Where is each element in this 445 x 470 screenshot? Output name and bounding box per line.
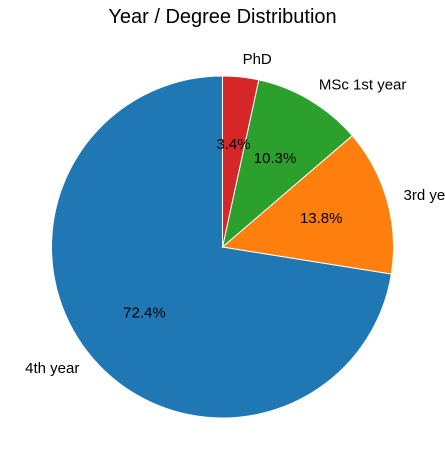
slice-label-msc-1st-year: MSc 1st year — [319, 76, 407, 93]
slice-percent-3rd-year: 13.8% — [300, 210, 343, 227]
slice-percent-phd: 3.4% — [216, 136, 250, 153]
slice-label-phd: PhD — [243, 51, 272, 68]
slice-label-4th-year: 4th year — [25, 360, 79, 377]
slice-percent-4th-year: 72.4% — [123, 305, 166, 322]
slice-label-3rd-year: 3rd year — [404, 187, 445, 204]
slice-percent-msc-1st-year: 10.3% — [254, 150, 297, 167]
